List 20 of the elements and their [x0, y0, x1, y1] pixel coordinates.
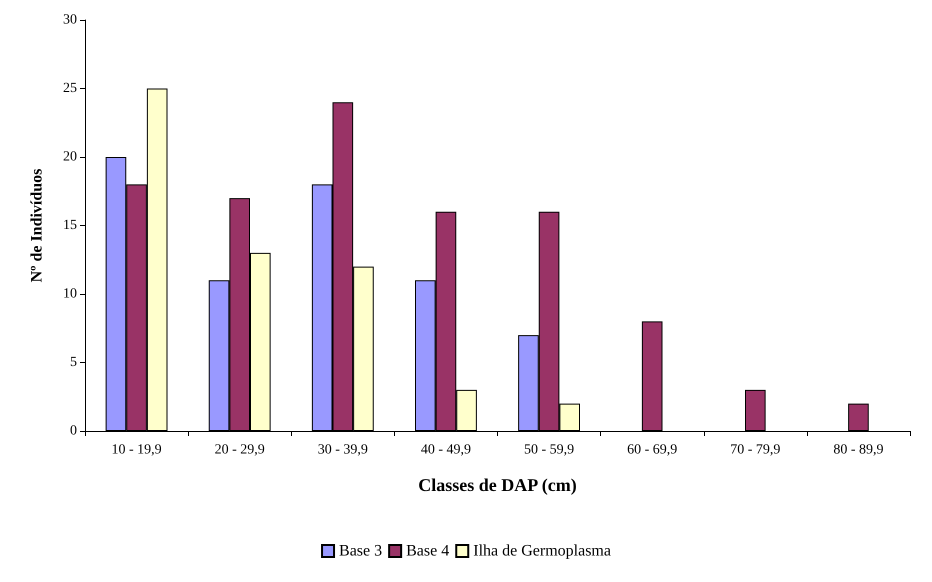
y-tick-label: 25 — [63, 81, 77, 96]
legend-label: Base 4 — [406, 542, 450, 560]
x-tick-label: 20 - 29,9 — [214, 442, 265, 458]
x-tick-label: 50 - 59,9 — [524, 442, 574, 458]
x-tick-label: 60 - 69,9 — [627, 442, 678, 458]
legend-label: Base 3 — [339, 542, 382, 560]
y-tick-label: 15 — [63, 218, 77, 233]
x-tick-label: 40 - 49,9 — [420, 442, 472, 458]
y-tick-label: 30 — [63, 12, 77, 28]
y-axis-title: Nº de Indivíduos — [28, 168, 46, 282]
y-tick-label: 5 — [70, 355, 77, 370]
y-tick-label: 20 — [63, 150, 77, 164]
x-axis-title: Classes de DAP (cm) — [418, 475, 577, 495]
y-tick-label: 0 — [70, 424, 77, 438]
x-tick-label: 80 - 89,9 — [833, 442, 884, 458]
x-tick-label: 30 - 39,9 — [318, 442, 368, 458]
legend-label: Ilha de Germoplasma — [473, 542, 611, 560]
y-tick-label: 10 — [63, 286, 77, 302]
x-tick-label: 70 - 79,9 — [730, 442, 780, 458]
x-tick-label: 10 - 19,9 — [111, 442, 162, 458]
